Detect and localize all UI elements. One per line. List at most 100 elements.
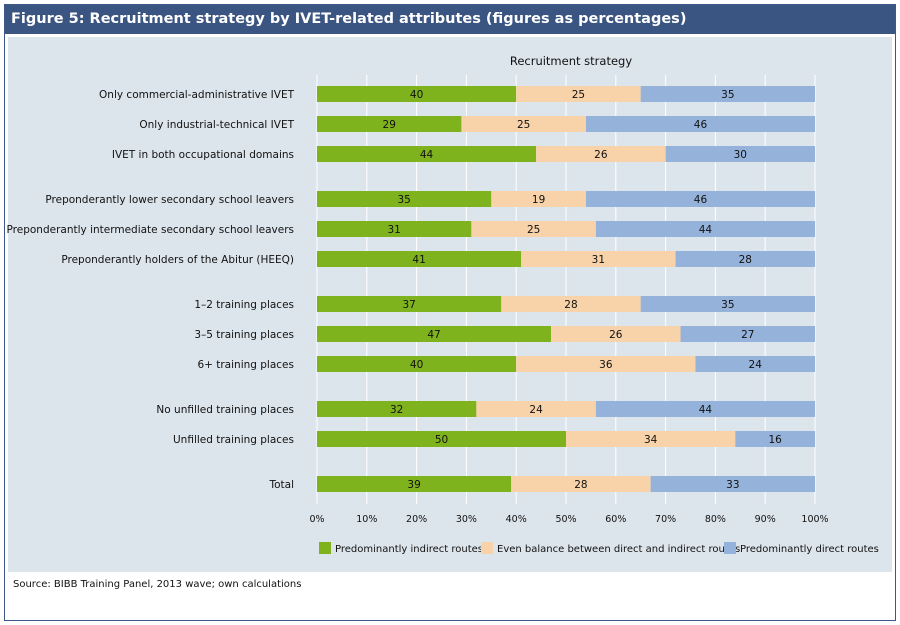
data-label: 28 bbox=[574, 479, 587, 491]
data-label: 37 bbox=[402, 299, 415, 311]
bar-segment bbox=[735, 431, 815, 447]
bar-segment bbox=[317, 221, 472, 237]
bar-segment bbox=[471, 221, 596, 237]
data-label: 24 bbox=[529, 404, 543, 416]
data-label: 26 bbox=[594, 149, 608, 161]
data-label: 31 bbox=[592, 254, 605, 266]
bar-segment bbox=[511, 476, 651, 492]
source-note: Source: BIBB Training Panel, 2013 wave; … bbox=[13, 579, 302, 590]
bar-segment bbox=[476, 401, 596, 417]
x-tick-label: 10% bbox=[356, 514, 377, 525]
data-label: 28 bbox=[739, 254, 752, 266]
data-label: 19 bbox=[532, 194, 545, 206]
data-label: 28 bbox=[564, 299, 577, 311]
data-label: 50 bbox=[435, 434, 448, 446]
data-label: 35 bbox=[397, 194, 410, 206]
bar-segment bbox=[516, 86, 641, 102]
bar-segment bbox=[695, 356, 815, 372]
bar-segment bbox=[536, 146, 666, 162]
bar-segment bbox=[317, 191, 492, 207]
data-label: 26 bbox=[609, 329, 623, 341]
category-label: IVET in both occupational domains bbox=[112, 149, 294, 161]
data-label: 40 bbox=[410, 359, 423, 371]
legend-swatch bbox=[319, 542, 331, 554]
data-label: 24 bbox=[749, 359, 763, 371]
x-axis: 0% 10% 20% 30% 40% 50% 60% 70% 80% 90% 100% bbox=[309, 514, 828, 525]
category-label: Total bbox=[268, 479, 294, 491]
data-label: 25 bbox=[572, 89, 585, 101]
data-label: 44 bbox=[420, 149, 434, 161]
data-label: 47 bbox=[427, 329, 440, 341]
data-label: 35 bbox=[721, 89, 734, 101]
x-tick-label: 0% bbox=[309, 514, 324, 525]
bar-segment bbox=[317, 296, 502, 312]
bar-segment bbox=[317, 401, 477, 417]
figure-title: Figure 5: Recruitment strategy by IVET-r… bbox=[5, 5, 895, 34]
data-label: 40 bbox=[410, 89, 423, 101]
bar-segment bbox=[501, 296, 641, 312]
bar-segment bbox=[317, 356, 517, 372]
legend-swatch bbox=[724, 542, 736, 554]
legend: Predominantly indirect routes Even balanc… bbox=[319, 542, 879, 555]
category-label: Only industrial-technical IVET bbox=[139, 119, 294, 131]
bar-segment bbox=[675, 251, 815, 267]
data-label: 36 bbox=[599, 359, 613, 371]
legend-label: Predominantly indirect routes bbox=[335, 544, 483, 555]
category-label: Preponderantly holders of the Abitur (HE… bbox=[61, 254, 294, 266]
data-label: 34 bbox=[644, 434, 658, 446]
bar-segment bbox=[317, 146, 537, 162]
bar-segment bbox=[585, 116, 815, 132]
legend-label: Predominantly direct routes bbox=[740, 544, 879, 555]
data-label: 31 bbox=[388, 224, 401, 236]
category-label: 3–5 training places bbox=[194, 329, 294, 341]
data-label: 39 bbox=[407, 479, 420, 491]
data-label: 46 bbox=[694, 119, 708, 131]
legend-swatch bbox=[481, 542, 493, 554]
category-label: Unfilled training places bbox=[173, 434, 294, 446]
category-label: Preponderantly lower secondary school le… bbox=[45, 194, 294, 206]
category-label: 1–2 training places bbox=[194, 299, 294, 311]
bar-segment bbox=[595, 221, 815, 237]
data-label: 16 bbox=[768, 434, 782, 446]
bar-segment bbox=[640, 86, 815, 102]
bars: 40 25 35 29 25 46 44 26 30 35 19 46 31 25 44 41 31 28 37 28… bbox=[317, 86, 815, 492]
x-tick-label: 20% bbox=[406, 514, 427, 525]
x-tick-label: 30% bbox=[456, 514, 477, 525]
bar-segment bbox=[521, 251, 676, 267]
category-label: 6+ training places bbox=[197, 359, 294, 371]
data-label: 46 bbox=[694, 194, 708, 206]
data-label: 29 bbox=[383, 119, 396, 131]
data-label: 25 bbox=[527, 224, 540, 236]
legend-label: Even balance between direct and indirect… bbox=[497, 544, 740, 555]
bar-segment bbox=[491, 191, 586, 207]
data-label: 30 bbox=[734, 149, 747, 161]
bar-segment bbox=[317, 431, 566, 447]
bar-segment bbox=[516, 356, 696, 372]
x-tick-label: 80% bbox=[705, 514, 726, 525]
data-label: 33 bbox=[726, 479, 739, 491]
x-tick-label: 90% bbox=[755, 514, 776, 525]
bar-segment bbox=[317, 86, 517, 102]
x-tick-label: 100% bbox=[801, 514, 828, 525]
bar-segment bbox=[665, 146, 815, 162]
category-label: No unfilled training places bbox=[156, 404, 294, 416]
bar-segment bbox=[585, 191, 815, 207]
x-tick-label: 70% bbox=[655, 514, 676, 525]
bar-segment bbox=[317, 476, 512, 492]
bar-segment bbox=[650, 476, 815, 492]
data-label: 44 bbox=[699, 224, 713, 236]
bar-segment bbox=[595, 401, 815, 417]
bar-segment bbox=[566, 431, 736, 447]
x-tick-label: 50% bbox=[555, 514, 576, 525]
bar-segment bbox=[551, 326, 681, 342]
data-label: 32 bbox=[390, 404, 403, 416]
data-label: 35 bbox=[721, 299, 734, 311]
category-labels: Only commercial-administrative IVET Only … bbox=[7, 89, 295, 491]
data-label: 25 bbox=[517, 119, 530, 131]
x-tick-label: 60% bbox=[605, 514, 626, 525]
bar-segment bbox=[317, 116, 462, 132]
bar-segment bbox=[640, 296, 815, 312]
bar-segment bbox=[461, 116, 586, 132]
category-label: Preponderantly intermediate secondary sc… bbox=[7, 224, 294, 236]
